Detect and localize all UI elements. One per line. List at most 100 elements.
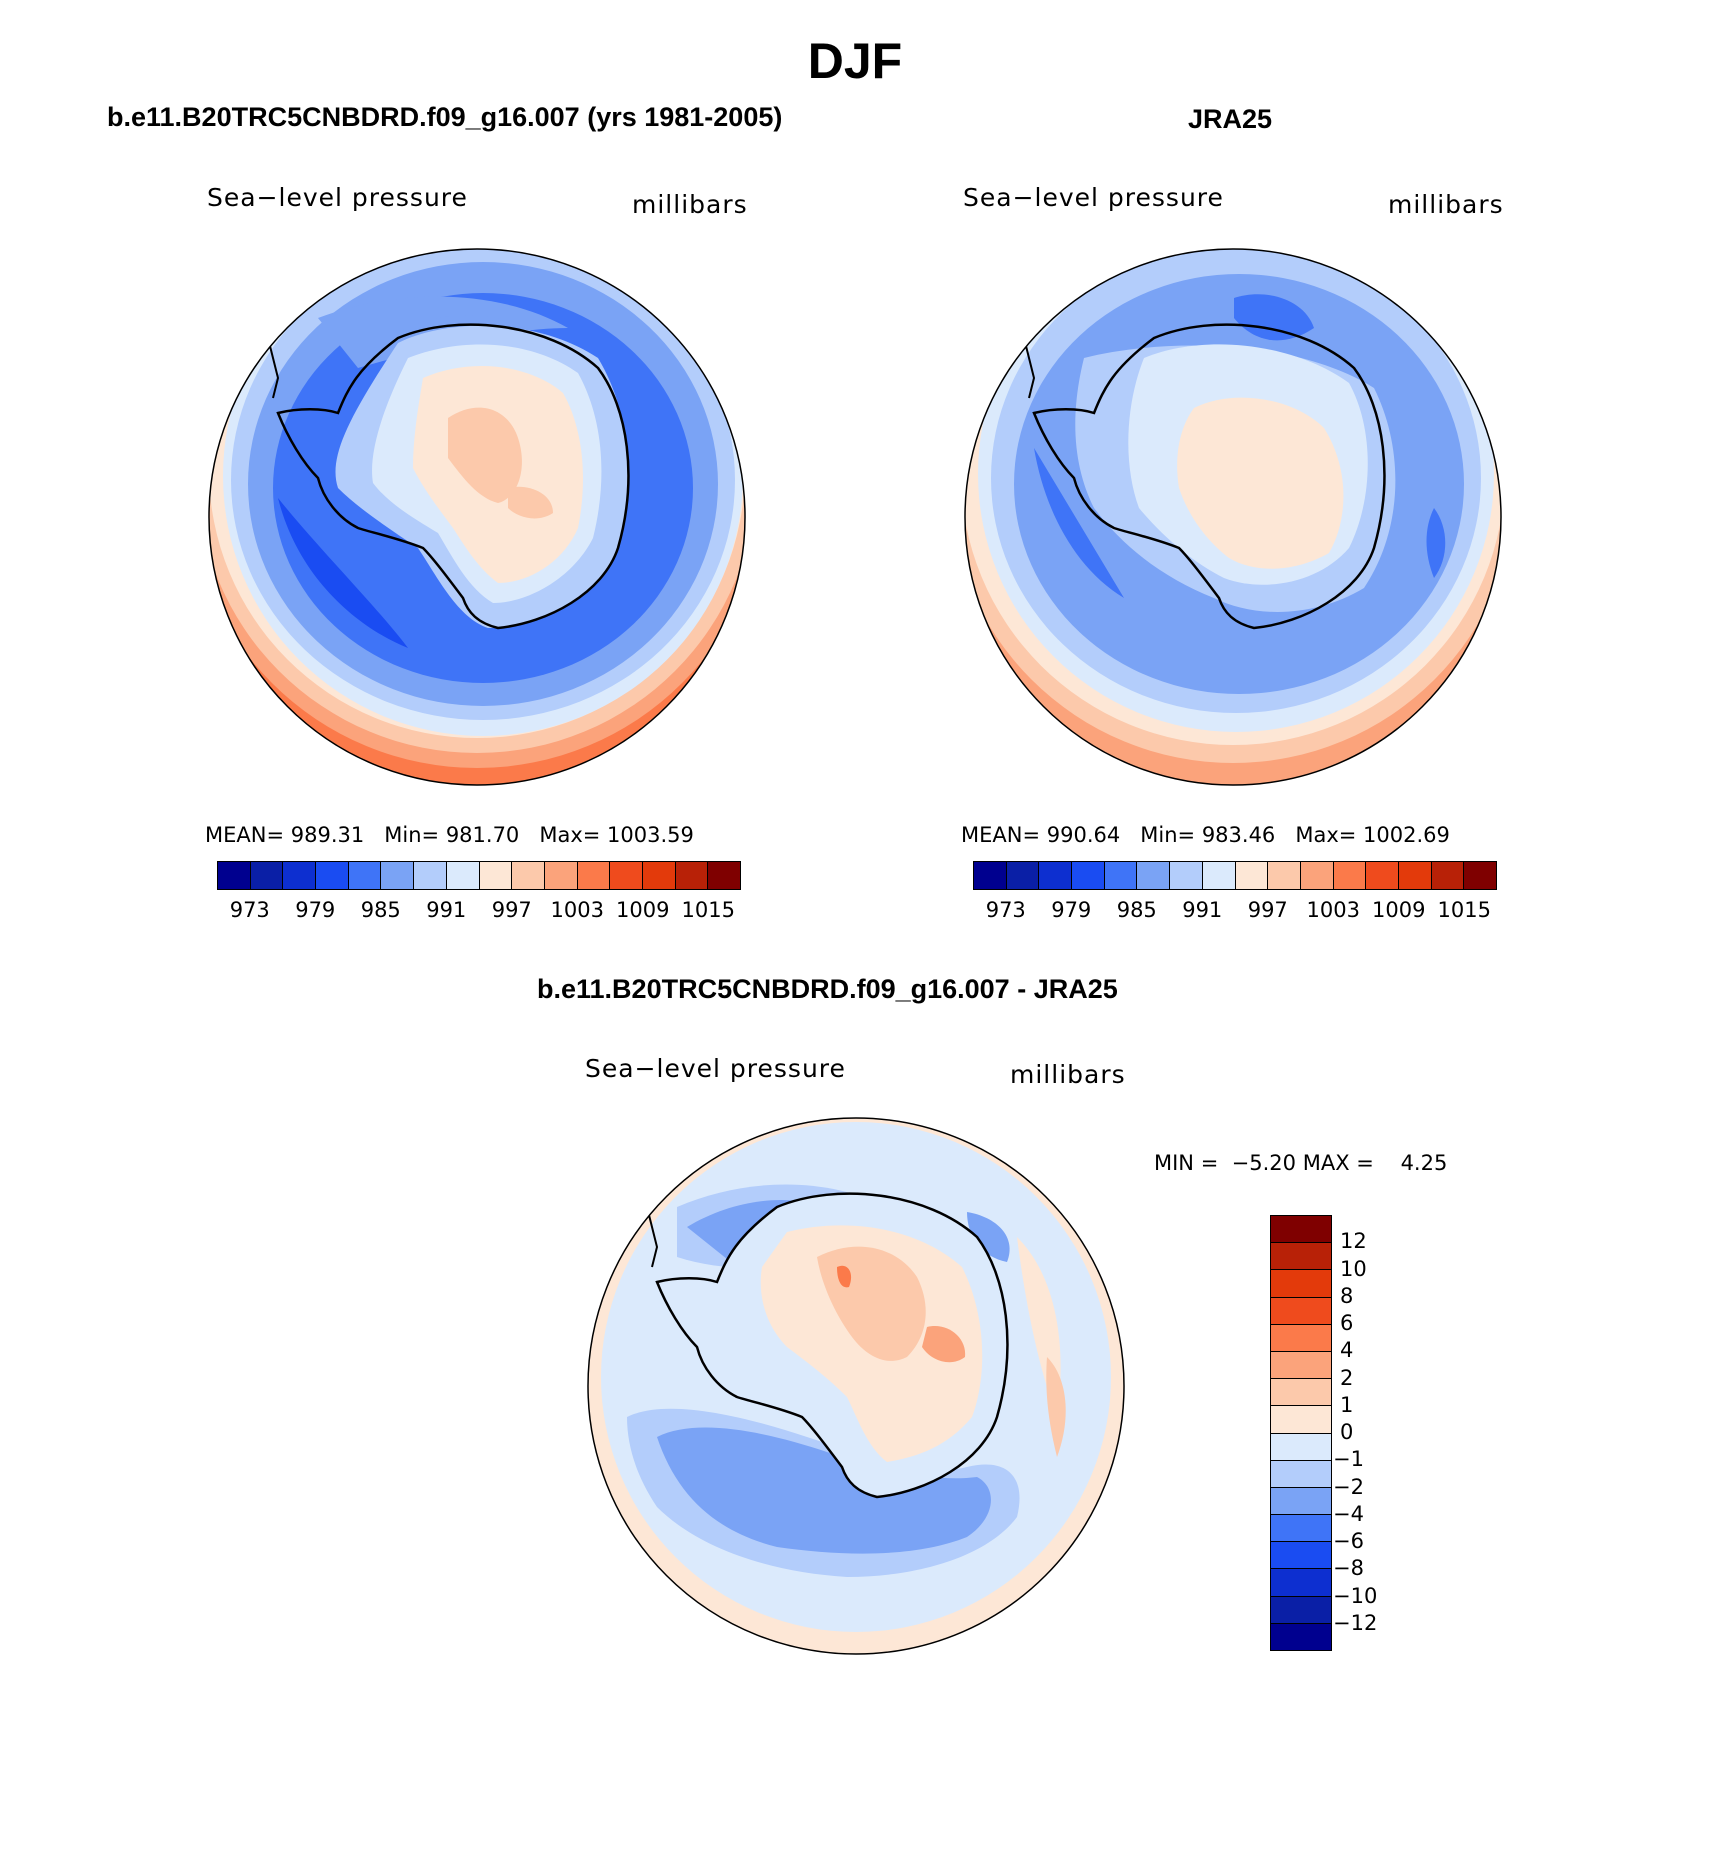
panel-title-obs: JRA25	[1188, 104, 1273, 134]
colorbar-tick-label: −10	[1333, 1583, 1378, 1608]
colorbar-tick-label: 6	[1340, 1311, 1354, 1335]
colorbar-ticks-model: 973 979 985 991 997 1003 1009 1015	[217, 898, 741, 924]
variable-label-diff: Sea−level pressure	[585, 1054, 846, 1083]
stat-mean: 990.64	[1046, 823, 1121, 847]
colorbar-box	[1170, 862, 1203, 889]
colorbar-tick-label: 12	[1340, 1229, 1367, 1254]
colorbar-box	[1271, 1296, 1331, 1324]
units-label-obs: millibars	[1388, 190, 1504, 219]
colorbar-tick-label: 979	[295, 898, 336, 922]
polar-map-model	[208, 248, 746, 786]
colorbar-tick-label: −4	[1333, 1501, 1364, 1526]
stats-model: MEAN= 989.31 Min= 981.70 Max= 1003.59	[205, 823, 694, 847]
colorbar-box	[1271, 1378, 1331, 1406]
stat-max: 1003.59	[607, 823, 694, 847]
stat-min: −5.20	[1231, 1151, 1297, 1175]
colorbar-box	[1271, 1432, 1331, 1460]
colorbar-box	[544, 862, 578, 889]
colorbar-box	[381, 862, 415, 889]
colorbar-box	[1104, 862, 1138, 889]
units-label-diff: millibars	[1010, 1060, 1126, 1089]
colorbar-box	[1072, 862, 1105, 889]
panel-title-diff: b.e11.B20TRC5CNBDRD.f09_g16.007 - JRA25	[537, 974, 1118, 1004]
panel-title-model: b.e11.B20TRC5CNBDRD.f09_g16.007 (yrs 198…	[107, 102, 783, 132]
colorbar-diff	[1270, 1215, 1332, 1651]
stat-mean-label: MEAN=	[961, 823, 1041, 847]
colorbar-tick-label: 1009	[616, 898, 670, 922]
colorbar-box	[1271, 1541, 1331, 1569]
colorbar-box	[1271, 1269, 1331, 1297]
colorbar-box	[1431, 862, 1465, 889]
colorbar-tick-label: −6	[1333, 1529, 1364, 1553]
polar-map-diff	[587, 1117, 1125, 1655]
stat-mean-label: MEAN=	[205, 823, 285, 847]
colorbar-box	[1398, 862, 1432, 889]
variable-label-model: Sea−level pressure	[207, 183, 468, 212]
colorbar-tick-label: 973	[229, 898, 270, 922]
colorbar-tick-label: 985	[360, 898, 401, 922]
colorbar-box	[1268, 862, 1301, 889]
figure-title: DJF	[807, 33, 903, 89]
stat-mean: 989.31	[290, 823, 365, 847]
colorbar-ticks-obs: 973 979 985 991 997 1003 1009 1015	[973, 898, 1497, 924]
colorbar-tick-label: −8	[1333, 1556, 1364, 1581]
colorbar-box	[1271, 1350, 1331, 1379]
colorbar-box	[250, 862, 284, 889]
stat-min: 983.46	[1201, 823, 1276, 847]
colorbar-tick-label: 8	[1340, 1283, 1354, 1308]
stats-obs: MEAN= 990.64 Min= 983.46 Max= 1002.69	[961, 823, 1450, 847]
colorbar-tick-label: 1	[1340, 1392, 1354, 1417]
colorbar-tick-label: 10	[1340, 1256, 1367, 1281]
colorbar-tick-label: 1015	[681, 898, 735, 922]
stat-max: 4.25	[1400, 1151, 1448, 1175]
colorbar-box	[642, 862, 676, 889]
colorbar-tick-label: 4	[1340, 1338, 1354, 1363]
colorbar-box	[316, 862, 349, 889]
colorbar-tick-label: 979	[1051, 898, 1092, 922]
colorbar-tick-label: −2	[1333, 1474, 1364, 1499]
colorbar-box	[1271, 1323, 1331, 1351]
colorbar-box	[348, 862, 382, 889]
colorbar-tick-label: 2	[1340, 1365, 1354, 1390]
colorbar-box	[479, 862, 513, 889]
colorbar-box	[1366, 862, 1399, 889]
stat-max: 1002.69	[1363, 823, 1450, 847]
colorbar-box	[1464, 862, 1496, 889]
stat-max-label: MAX =	[1302, 1151, 1374, 1175]
colorbar-ticks-diff: −12 −10 −8 −6 −4 −2 −1 0 1 2 4 6 8 10 12	[1333, 1215, 1420, 1651]
colorbar-tick-label: 0	[1340, 1420, 1354, 1444]
colorbar-box	[414, 862, 447, 889]
colorbar-box	[446, 862, 480, 889]
colorbar-tick-label: 973	[985, 898, 1026, 922]
stat-min-label: Min=	[1140, 823, 1196, 847]
stat-max-label: Max=	[539, 823, 601, 847]
colorbar-box	[974, 862, 1007, 889]
colorbar-tick-label: 997	[1247, 898, 1288, 922]
stats-diff: MIN = −5.20 MAX = 4.25	[1154, 1151, 1447, 1175]
colorbar-tick-label: 1003	[1306, 898, 1360, 922]
colorbar-box	[1271, 1486, 1331, 1515]
colorbar-box	[1006, 862, 1040, 889]
colorbar-tick-label: −12	[1333, 1610, 1378, 1635]
colorbar-tick-label: 1003	[550, 898, 604, 922]
stat-min: 981.70	[445, 823, 520, 847]
colorbar-box	[283, 862, 317, 889]
colorbar-box	[1271, 1216, 1331, 1243]
colorbar-box	[1271, 1405, 1331, 1433]
colorbar-box	[675, 862, 709, 889]
colorbar-box	[1235, 862, 1269, 889]
stat-min-label: Min=	[384, 823, 440, 847]
units-label-model: millibars	[632, 190, 748, 219]
colorbar-box	[1271, 1514, 1331, 1542]
colorbar-box	[1300, 862, 1334, 889]
colorbar-obs	[973, 861, 1497, 890]
polar-map-obs	[964, 248, 1502, 786]
colorbar-box	[1333, 862, 1367, 889]
colorbar-box	[708, 862, 740, 889]
stat-max-label: Max=	[1295, 823, 1357, 847]
colorbar-box	[1039, 862, 1073, 889]
colorbar-tick-label: −1	[1333, 1447, 1364, 1472]
colorbar-box	[610, 862, 643, 889]
colorbar-box	[1137, 862, 1171, 889]
colorbar-box	[1271, 1622, 1331, 1650]
